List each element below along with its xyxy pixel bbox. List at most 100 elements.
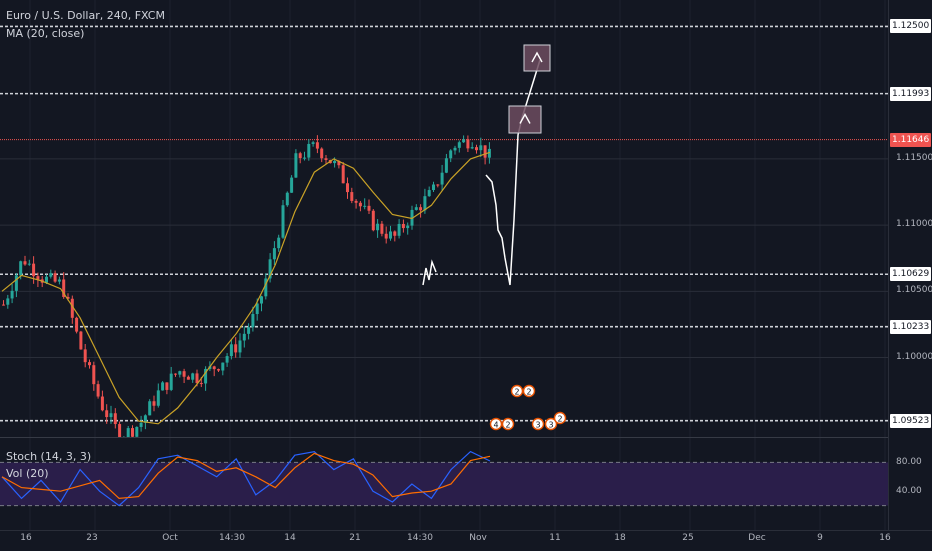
candle-body	[419, 207, 423, 211]
candle-body	[384, 233, 388, 239]
candle-body	[36, 276, 40, 280]
time-axis-label: 16	[879, 533, 891, 543]
candle-body	[19, 261, 23, 276]
event-marker-icon	[522, 384, 536, 398]
time-axis[interactable]	[0, 530, 932, 551]
candle-body	[182, 371, 186, 377]
time-axis-label: 11	[549, 533, 561, 543]
candle-body	[62, 279, 66, 297]
candle-body	[79, 331, 83, 350]
price-label: 1.12500	[890, 19, 932, 34]
price-label: 1.10000	[896, 351, 932, 362]
event-marker-icon	[501, 417, 515, 431]
candle-body	[406, 225, 410, 229]
candle-body	[320, 148, 324, 159]
time-axis-label: Nov	[469, 533, 487, 543]
candle-body	[131, 428, 134, 437]
event-marker-icon	[531, 417, 545, 431]
stoch-axis-label: 40.00	[896, 486, 922, 497]
candle-body	[152, 401, 156, 406]
candle-body	[466, 139, 470, 149]
time-axis-label: 16	[20, 533, 32, 543]
candle-body	[290, 177, 294, 193]
time-axis-label: 23	[86, 533, 98, 543]
candle-body	[242, 333, 246, 341]
time-axis-label: Oct	[162, 533, 178, 543]
stochastic-pane[interactable]	[0, 438, 888, 530]
candle-body	[109, 413, 113, 418]
candle-body	[376, 223, 380, 231]
candle-body	[88, 362, 91, 366]
time-axis-label: 14:30	[407, 533, 433, 543]
candle-body	[32, 263, 36, 277]
event-marker-icon	[489, 417, 503, 431]
stoch-k-line	[1, 450, 491, 507]
candle-body	[453, 147, 457, 151]
event-marker-icon	[553, 411, 567, 425]
candle-body	[393, 231, 397, 236]
candle-body	[14, 275, 18, 291]
time-axis-label: Dec	[748, 533, 766, 543]
symbol-legend[interactable]: Euro / U.S. Dollar, 240, FXCM	[6, 9, 165, 22]
candle-body	[165, 382, 169, 390]
candle-body	[2, 304, 5, 306]
candle-body	[49, 273, 53, 277]
candle-body	[264, 278, 268, 297]
candle-body	[367, 205, 371, 211]
price-label: 1.11500	[896, 152, 932, 163]
candle-body	[174, 373, 177, 375]
candle-body	[156, 390, 160, 406]
time-axis-label: 9	[817, 533, 823, 543]
candle-body	[479, 145, 483, 151]
support-scribble	[422, 259, 437, 286]
ma-legend[interactable]: MA (20, close)	[6, 27, 85, 40]
candle-body	[401, 223, 405, 229]
time-axis-label: 14:30	[219, 533, 245, 543]
price-label: 1.11000	[896, 219, 932, 230]
time-axis-label: 25	[682, 533, 694, 543]
candle-body	[423, 196, 427, 211]
candle-body	[53, 273, 57, 282]
stoch-legend[interactable]: Stoch (14, 3, 3)	[6, 450, 92, 463]
price-chart[interactable]: 2 24 2 3 32	[0, 0, 888, 437]
candle-body	[195, 373, 199, 384]
candle-body	[427, 190, 431, 197]
event-marker-icon	[510, 384, 524, 398]
event-marker-label: 2	[505, 421, 510, 430]
candle-body	[389, 231, 392, 239]
candle-body	[298, 153, 302, 159]
candle-body	[135, 426, 139, 437]
candle-body	[483, 145, 487, 158]
candle-body	[217, 369, 220, 371]
candle-body	[186, 376, 190, 380]
candle-body	[92, 365, 96, 385]
candle-body	[118, 424, 122, 437]
candle-body	[315, 142, 319, 149]
candle-body	[225, 356, 229, 363]
candle-body	[311, 142, 315, 144]
candle-body	[303, 157, 306, 159]
price-axis[interactable]	[888, 0, 932, 530]
pane-divider[interactable]	[0, 437, 932, 438]
target-box	[508, 105, 542, 134]
candle-body	[238, 340, 242, 353]
candle-body	[96, 384, 100, 397]
candle-body	[358, 202, 362, 207]
candle-body	[341, 165, 345, 184]
candle-body	[337, 160, 341, 166]
candle-body	[113, 413, 117, 425]
candle-body	[440, 172, 444, 185]
up-arrow-icon	[531, 51, 543, 63]
candle-body	[57, 279, 61, 282]
event-marker-label: 4	[493, 421, 498, 430]
candle-body	[10, 290, 14, 299]
event-marker-label: 2	[557, 415, 562, 424]
candle-body	[178, 371, 182, 375]
candle-body	[268, 259, 272, 279]
stochastic-chart[interactable]	[0, 438, 888, 530]
volume-legend[interactable]: Vol (20)	[6, 467, 49, 480]
candle-body	[432, 184, 435, 191]
candle-body	[307, 143, 311, 158]
stoch-axis-label: 80.00	[896, 457, 922, 468]
